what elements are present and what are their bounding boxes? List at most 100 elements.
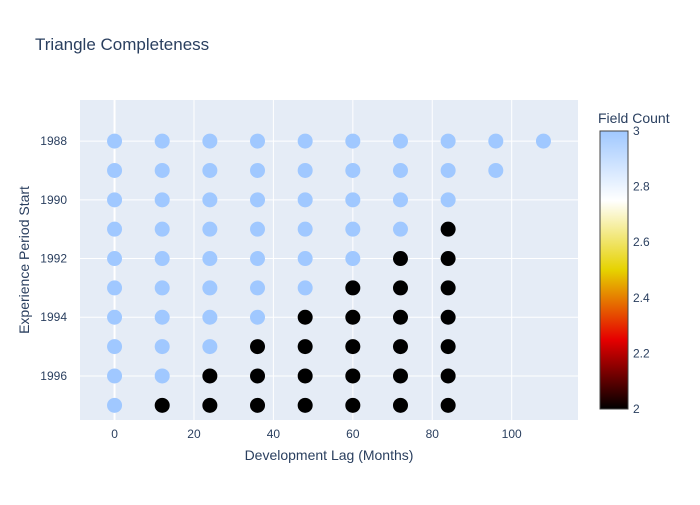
- x-tick-label: 100: [502, 427, 522, 441]
- y-tick-label: 1994: [40, 310, 67, 324]
- scatter-point: [535, 133, 551, 149]
- scatter-point: [392, 339, 408, 355]
- colorbar-tick-label: 2.6: [633, 235, 650, 249]
- scatter-point: [107, 192, 123, 208]
- y-axis-ticks: 1988 1990 1992 1994 1996: [40, 134, 67, 383]
- scatter-point: [392, 221, 408, 237]
- scatter-point: [392, 162, 408, 178]
- x-tick-label: 0: [111, 427, 118, 441]
- scatter-point: [202, 133, 218, 149]
- scatter-point: [154, 221, 170, 237]
- scatter-point: [440, 280, 456, 296]
- scatter-point: [392, 280, 408, 296]
- scatter-point: [488, 162, 504, 178]
- scatter-point: [392, 133, 408, 149]
- y-tick-label: 1988: [40, 134, 67, 148]
- colorbar: Field Count 2 2.2 2.4 2.6 2.8 3: [598, 110, 670, 416]
- scatter-point: [440, 133, 456, 149]
- colorbar-tick-label: 2: [633, 402, 640, 416]
- chart-title: Triangle Completeness: [35, 35, 209, 54]
- scatter-point: [345, 251, 361, 267]
- scatter-point: [202, 162, 218, 178]
- scatter-point: [154, 251, 170, 267]
- scatter-point: [250, 221, 266, 237]
- scatter-point: [107, 339, 123, 355]
- scatter-point: [297, 339, 313, 355]
- scatter-point: [202, 192, 218, 208]
- scatter-point: [297, 251, 313, 267]
- scatter-point: [297, 309, 313, 325]
- scatter-point: [297, 221, 313, 237]
- scatter-point: [250, 280, 266, 296]
- scatter-point: [154, 309, 170, 325]
- scatter-point: [154, 280, 170, 296]
- scatter-point: [440, 339, 456, 355]
- scatter-point: [202, 397, 218, 413]
- scatter-point: [202, 251, 218, 267]
- scatter-point: [250, 397, 266, 413]
- scatter-point: [440, 221, 456, 237]
- scatter-point: [440, 309, 456, 325]
- scatter-point: [297, 162, 313, 178]
- scatter-point: [154, 192, 170, 208]
- colorbar-title: Field Count: [598, 110, 670, 126]
- scatter-point: [202, 368, 218, 384]
- scatter-point: [154, 368, 170, 384]
- x-tick-label: 60: [346, 427, 360, 441]
- scatter-point: [392, 192, 408, 208]
- scatter-points: [107, 133, 551, 413]
- scatter-point: [107, 251, 123, 267]
- colorbar-gradient: [599, 130, 629, 410]
- colorbar-tick-label: 2.2: [633, 346, 650, 360]
- scatter-point: [440, 192, 456, 208]
- scatter-point: [440, 397, 456, 413]
- scatter-point: [250, 192, 266, 208]
- scatter-point: [154, 339, 170, 355]
- colorbar-ticks: 2 2.2 2.4 2.6 2.8 3: [633, 124, 650, 416]
- scatter-point: [107, 397, 123, 413]
- scatter-point: [107, 368, 123, 384]
- scatter-point: [107, 133, 123, 149]
- scatter-point: [107, 162, 123, 178]
- scatter-point: [440, 162, 456, 178]
- scatter-point: [345, 397, 361, 413]
- scatter-point: [250, 339, 266, 355]
- x-axis-ticks: 0 20 40 60 80 100: [111, 427, 522, 441]
- y-tick-label: 1992: [40, 252, 67, 266]
- scatter-point: [392, 309, 408, 325]
- scatter-point: [345, 192, 361, 208]
- scatter-point: [107, 280, 123, 296]
- scatter-point: [107, 309, 123, 325]
- x-tick-label: 40: [267, 427, 281, 441]
- scatter-point: [345, 133, 361, 149]
- scatter-point: [488, 133, 504, 149]
- scatter-point: [202, 309, 218, 325]
- scatter-point: [345, 309, 361, 325]
- scatter-point: [250, 368, 266, 384]
- scatter-point: [440, 251, 456, 267]
- scatter-point: [440, 368, 456, 384]
- colorbar-tick-label: 3: [633, 124, 640, 138]
- x-tick-label: 20: [187, 427, 201, 441]
- scatter-point: [297, 368, 313, 384]
- scatter-point: [154, 162, 170, 178]
- scatter-point: [154, 133, 170, 149]
- scatter-point: [392, 251, 408, 267]
- scatter-point: [202, 221, 218, 237]
- scatter-point: [202, 339, 218, 355]
- colorbar-tick-label: 2.8: [633, 180, 650, 194]
- scatter-point: [202, 280, 218, 296]
- scatter-point: [297, 280, 313, 296]
- y-tick-label: 1996: [40, 369, 67, 383]
- scatter-point: [154, 397, 170, 413]
- scatter-point: [345, 221, 361, 237]
- scatter-point: [250, 251, 266, 267]
- y-tick-label: 1990: [40, 193, 67, 207]
- scatter-point: [392, 368, 408, 384]
- scatter-point: [250, 309, 266, 325]
- scatter-point: [345, 368, 361, 384]
- scatter-point: [345, 280, 361, 296]
- scatter-point: [107, 221, 123, 237]
